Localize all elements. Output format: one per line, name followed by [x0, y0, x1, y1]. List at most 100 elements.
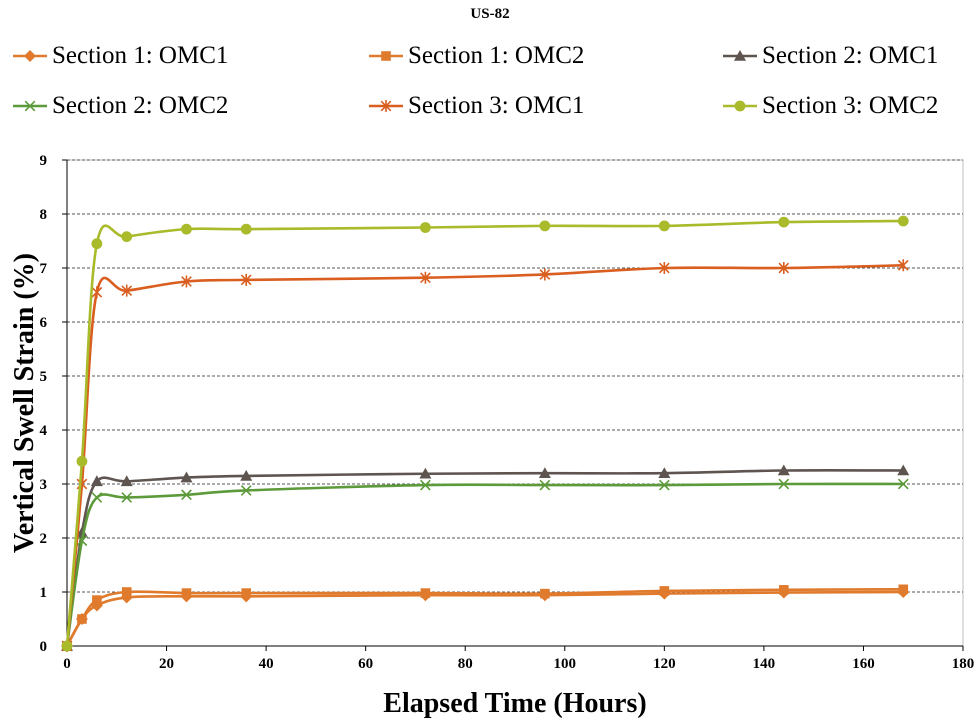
- legend-label: Section 2: OMC2: [52, 92, 229, 119]
- y-tick-label: 4: [40, 423, 48, 439]
- legend-marker: [24, 50, 36, 62]
- series-6: [61, 215, 909, 652]
- series-line: [65, 590, 904, 647]
- data-point: [91, 238, 103, 250]
- legend-swatch: [13, 50, 47, 62]
- data-point: [91, 286, 103, 299]
- data-point: [539, 268, 551, 281]
- data-point: [121, 587, 132, 597]
- legend-label: Section 3: OMC2: [762, 92, 939, 119]
- data-point: [180, 471, 193, 483]
- data-point: [420, 479, 431, 491]
- legend-item: Section 1: OMC2: [368, 42, 584, 70]
- data-point: [240, 469, 253, 481]
- series-line: [65, 482, 904, 647]
- y-tick-label: 2: [40, 531, 48, 547]
- chart-title: US-82: [470, 6, 510, 22]
- legend-label: Section 2: OMC1: [762, 42, 939, 69]
- series-line: [65, 264, 904, 647]
- y-tick-label: 1: [40, 585, 48, 601]
- legend-item: Section 3: OMC1: [368, 92, 584, 120]
- legend-swatch: [369, 51, 403, 61]
- data-point: [420, 222, 431, 233]
- data-point: [121, 284, 133, 297]
- y-tick-label: 9: [40, 153, 48, 169]
- data-point: [241, 588, 251, 598]
- data-point: [91, 492, 103, 503]
- data-point: [539, 220, 551, 232]
- data-point: [539, 479, 551, 491]
- data-point: [897, 464, 910, 476]
- x-tick-label: 120: [653, 656, 676, 672]
- data-point: [61, 640, 73, 652]
- series-4: [61, 478, 909, 652]
- series-line: [65, 588, 904, 647]
- legend-item: Section 2: OMC1: [722, 42, 938, 70]
- data-point: [240, 273, 252, 286]
- x-tick-label: 140: [753, 656, 776, 672]
- data-point: [121, 492, 133, 503]
- legend-marker: [734, 100, 746, 112]
- x-tick-label: 0: [63, 656, 71, 672]
- legend-item: Section 2: OMC2: [12, 92, 228, 120]
- x-tick-label: 20: [159, 656, 174, 672]
- data-point: [90, 475, 103, 487]
- x-tick-label: 80: [458, 656, 473, 672]
- data-point: [420, 271, 431, 284]
- y-tick-label: 8: [40, 207, 48, 223]
- data-point: [92, 595, 102, 605]
- data-point: [658, 479, 670, 491]
- x-tick-label: 60: [358, 656, 373, 672]
- data-point: [778, 262, 790, 274]
- legend-item: Section 3: OMC2: [722, 92, 938, 120]
- legend-marker: [381, 51, 391, 61]
- data-point: [77, 614, 87, 624]
- legend-swatch: [369, 100, 403, 112]
- data-point: [75, 526, 88, 538]
- data-point: [181, 275, 192, 288]
- data-point: [120, 475, 133, 487]
- data-point: [420, 588, 431, 598]
- legend-marker: [24, 100, 36, 112]
- y-tick-label: 0: [40, 639, 48, 655]
- data-point: [240, 223, 252, 235]
- data-point: [777, 464, 790, 476]
- y-tick-label: 5: [40, 369, 48, 385]
- x-axis-label: Elapsed Time (Hours): [383, 688, 646, 719]
- series-line: [65, 469, 904, 647]
- data-point: [181, 489, 192, 501]
- data-point: [538, 467, 551, 478]
- legend-item: Section 1: OMC1: [12, 42, 228, 70]
- legend: Section 1: OMC1 Section 1: OMC2 Section 2:…: [0, 40, 980, 140]
- legend-marker: [734, 50, 746, 61]
- data-point: [240, 485, 252, 496]
- data-point: [897, 478, 909, 490]
- legend-marker: [380, 100, 392, 112]
- legend-swatch: [723, 50, 757, 61]
- data-point: [778, 478, 790, 490]
- x-tick-label: 160: [852, 656, 875, 672]
- data-point: [658, 262, 670, 274]
- data-point: [181, 588, 192, 598]
- data-point: [779, 585, 789, 595]
- legend-swatch: [723, 100, 757, 112]
- series-2: [62, 584, 909, 651]
- plot-area: [66, 159, 964, 647]
- data-point: [897, 259, 909, 272]
- y-tick-label: 3: [40, 477, 48, 493]
- y-tick-label: 7: [40, 261, 48, 277]
- x-tick-label: 40: [259, 656, 274, 672]
- data-point: [76, 455, 88, 467]
- data-point: [897, 215, 909, 227]
- data-point: [181, 223, 192, 235]
- x-tick-label: 100: [554, 656, 577, 672]
- legend-label: Section 1: OMC2: [408, 42, 585, 69]
- data-point: [76, 535, 88, 547]
- series-line: [65, 219, 904, 647]
- data-point: [540, 588, 550, 599]
- data-point: [121, 231, 133, 243]
- x-tick-label: 180: [952, 656, 975, 672]
- data-point: [658, 220, 670, 232]
- data-point: [658, 467, 671, 478]
